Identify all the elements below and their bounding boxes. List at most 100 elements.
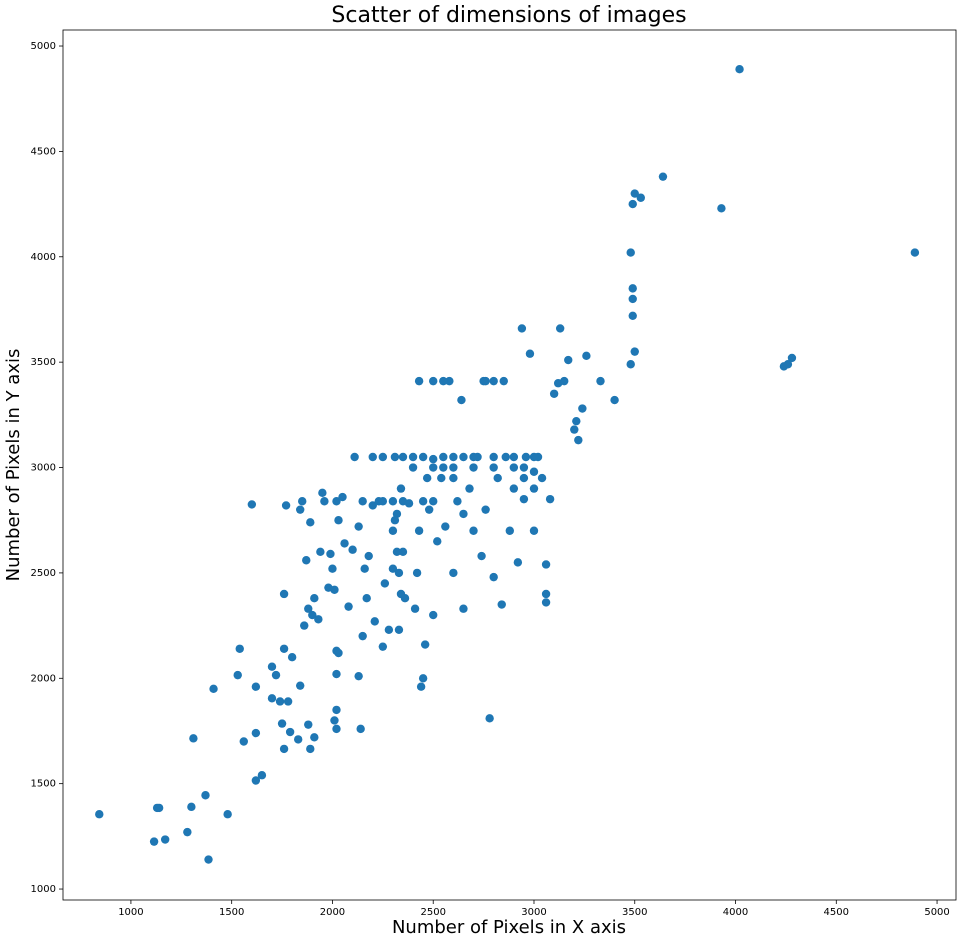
scatter-point — [304, 604, 313, 613]
scatter-point — [489, 376, 498, 386]
scatter-point — [570, 425, 579, 434]
scatter-point — [314, 615, 323, 624]
scatter-point — [275, 697, 285, 706]
scatter-point — [418, 497, 428, 506]
scatter-point — [424, 505, 434, 514]
scatter-point — [149, 837, 159, 846]
scatter-point — [408, 463, 418, 472]
scatter-point — [735, 65, 744, 74]
scatter-point — [408, 452, 418, 462]
scatter-point — [267, 694, 277, 703]
scatter-point — [519, 494, 529, 504]
scatter-point — [380, 579, 390, 588]
y-tick-label: 3000 — [31, 463, 56, 474]
scatter-point — [717, 204, 726, 213]
scatter-point — [334, 648, 343, 658]
scatter-point — [449, 452, 458, 462]
scatter-point — [628, 294, 637, 304]
scatter-point — [390, 452, 400, 462]
scatter-point — [316, 547, 325, 557]
scatter-point — [189, 734, 198, 743]
scatter-point — [457, 395, 466, 405]
scatter-point — [328, 564, 337, 573]
scatter-point — [398, 547, 408, 557]
scatter-point — [368, 501, 377, 510]
scatter-point — [330, 585, 339, 594]
scatter-point — [596, 376, 605, 386]
scatter-point — [414, 526, 424, 535]
scatter-point — [630, 347, 639, 356]
scatter-point — [388, 564, 398, 573]
scatter-point — [390, 516, 400, 525]
y-tick-label: 1000 — [31, 884, 56, 895]
scatter-point — [481, 505, 490, 514]
scatter-point — [154, 803, 164, 813]
scatter-point — [610, 395, 619, 405]
scatter-point — [388, 497, 398, 506]
scatter-point — [239, 737, 248, 746]
scatter-point — [439, 376, 448, 386]
scatter-point — [489, 572, 498, 582]
scatter-point — [449, 568, 458, 578]
scatter-point — [564, 355, 573, 365]
scatter-point — [304, 720, 313, 729]
scatter-point — [449, 463, 458, 472]
x-tick-label: 3500 — [622, 907, 647, 918]
scatter-point — [541, 598, 551, 607]
scatter-point — [439, 452, 448, 462]
scatter-point — [95, 810, 104, 819]
scatter-point — [204, 855, 213, 864]
scatter-point — [497, 600, 506, 609]
scatter-point — [519, 473, 529, 483]
scatter-point — [183, 827, 192, 837]
scatter-point — [459, 604, 468, 613]
scatter-point — [398, 452, 408, 462]
scatter-point — [201, 791, 210, 800]
scatter-point — [362, 593, 371, 603]
scatter-point — [394, 568, 404, 578]
scatter-point — [358, 497, 367, 506]
scatter-point — [368, 452, 377, 462]
scatter-point — [489, 463, 498, 472]
scatter-point — [257, 771, 267, 780]
scatter-point — [320, 497, 329, 506]
scatter-point — [308, 610, 317, 620]
scatter-point — [521, 452, 531, 462]
chart-title: Scatter of dimensions of images — [331, 3, 686, 28]
x-tick-label: 1500 — [219, 907, 244, 918]
scatter-point — [582, 351, 591, 361]
scatter-point — [555, 324, 565, 333]
scatter-point — [422, 473, 432, 483]
scatter-point — [489, 452, 498, 462]
scatter-point — [233, 670, 242, 680]
scatter-point — [416, 682, 426, 691]
y-tick-label: 4500 — [31, 146, 56, 157]
scatter-point — [437, 473, 446, 483]
scatter-point — [445, 376, 454, 386]
scatter-point — [187, 802, 196, 812]
scatter-point — [281, 501, 291, 510]
scatter-point — [279, 644, 289, 653]
scatter-point — [285, 727, 295, 737]
scatter-point — [429, 376, 438, 386]
scatter-point — [247, 500, 257, 509]
scatter-point — [398, 497, 408, 506]
x-tick-label: 3000 — [521, 907, 546, 918]
scatter-point — [293, 735, 303, 744]
scatter-point — [429, 610, 438, 620]
scatter-point — [509, 463, 519, 472]
scatter-point — [628, 199, 637, 209]
scatter-point — [636, 193, 645, 202]
scatter-point — [283, 697, 293, 706]
scatter-point — [235, 644, 244, 653]
scatter-point — [332, 497, 341, 506]
scatter-point — [429, 497, 438, 506]
scatter-point — [251, 776, 261, 785]
scatter-point — [378, 642, 388, 651]
y-tick-label: 5000 — [31, 41, 56, 52]
scatter-point — [481, 376, 490, 386]
scatter-point — [505, 526, 515, 535]
scatter-point — [296, 505, 305, 514]
scatter-point — [160, 835, 170, 844]
scatter-point — [338, 492, 347, 502]
